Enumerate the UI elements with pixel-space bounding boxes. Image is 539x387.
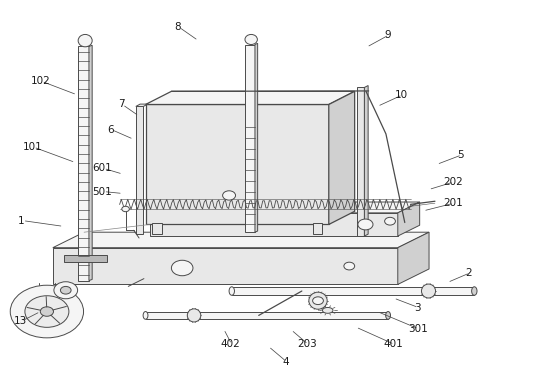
Text: 501: 501 (93, 187, 112, 197)
Text: 401: 401 (384, 339, 403, 349)
Polygon shape (53, 248, 398, 284)
Text: 203: 203 (298, 339, 317, 349)
Ellipse shape (143, 312, 148, 319)
Text: 7: 7 (118, 99, 125, 110)
Ellipse shape (322, 307, 333, 313)
Text: 6: 6 (107, 125, 114, 135)
Circle shape (54, 282, 78, 299)
Polygon shape (53, 232, 429, 248)
Circle shape (171, 260, 193, 276)
Text: 8: 8 (175, 22, 181, 32)
Polygon shape (89, 45, 92, 281)
Polygon shape (146, 91, 355, 104)
Text: 201: 201 (443, 198, 462, 208)
Polygon shape (64, 255, 107, 262)
Text: 5: 5 (458, 150, 464, 160)
Ellipse shape (421, 284, 436, 298)
Text: 13: 13 (14, 316, 27, 326)
Ellipse shape (309, 292, 327, 309)
Polygon shape (146, 312, 388, 319)
Text: 402: 402 (221, 339, 240, 349)
Ellipse shape (229, 287, 234, 295)
Text: 102: 102 (31, 76, 50, 86)
Ellipse shape (188, 309, 201, 322)
Polygon shape (136, 104, 148, 106)
Text: 2: 2 (466, 268, 472, 278)
Polygon shape (232, 287, 474, 295)
Polygon shape (357, 87, 364, 236)
Circle shape (40, 307, 53, 316)
Circle shape (385, 217, 396, 225)
Polygon shape (255, 43, 258, 232)
Circle shape (358, 219, 373, 230)
Circle shape (10, 285, 84, 338)
Circle shape (313, 297, 323, 305)
Circle shape (344, 262, 355, 270)
Polygon shape (329, 91, 355, 224)
Polygon shape (78, 46, 89, 281)
Ellipse shape (386, 312, 390, 319)
Circle shape (122, 206, 129, 212)
Circle shape (223, 191, 236, 200)
Polygon shape (150, 202, 420, 213)
Polygon shape (398, 232, 429, 284)
Polygon shape (245, 45, 255, 232)
Polygon shape (136, 106, 143, 234)
Text: 101: 101 (23, 142, 42, 152)
Text: 1: 1 (18, 216, 25, 226)
Text: 9: 9 (385, 30, 391, 40)
Text: 4: 4 (282, 357, 289, 367)
Text: 202: 202 (443, 177, 462, 187)
Polygon shape (146, 104, 329, 224)
Ellipse shape (78, 34, 92, 47)
Text: 601: 601 (93, 163, 112, 173)
Polygon shape (150, 213, 398, 236)
Polygon shape (313, 223, 322, 234)
Text: 3: 3 (414, 303, 421, 313)
Text: 10: 10 (395, 90, 408, 100)
Circle shape (60, 286, 71, 294)
Polygon shape (364, 86, 368, 236)
Ellipse shape (472, 287, 477, 295)
Ellipse shape (245, 34, 258, 45)
Polygon shape (398, 202, 420, 236)
Circle shape (25, 296, 69, 327)
Polygon shape (152, 223, 162, 234)
Text: 301: 301 (408, 324, 427, 334)
